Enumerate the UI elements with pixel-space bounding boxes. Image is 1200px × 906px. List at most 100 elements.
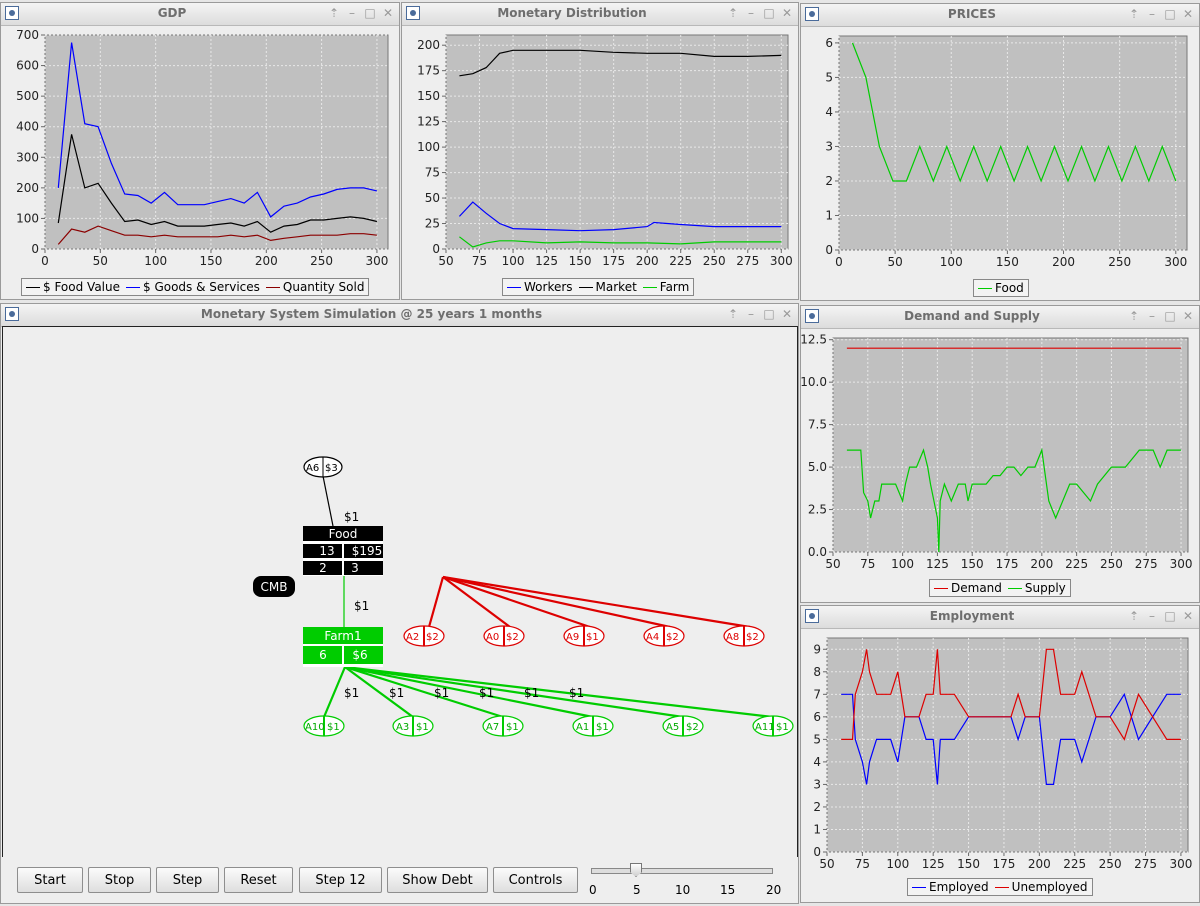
minimize-icon[interactable]: – xyxy=(1149,609,1155,623)
close-icon[interactable]: ✕ xyxy=(382,6,394,20)
agent-red[interactable]: A0 $2 xyxy=(483,625,525,647)
x-tick-label: 200 xyxy=(636,254,659,268)
farm-node[interactable]: Farm1 6 $6 xyxy=(303,627,383,667)
x-tick-label: 175 xyxy=(602,254,625,268)
slider-track[interactable] xyxy=(591,868,773,874)
agent-a6[interactable]: A6 $3 xyxy=(303,456,343,478)
y-tick-label: 600 xyxy=(16,59,39,73)
minimize-icon[interactable]: – xyxy=(748,307,754,321)
wage-label: $1 xyxy=(389,686,404,700)
gdp-titlebar[interactable]: GDP ⇡ – □ ✕ xyxy=(1,3,399,26)
cmb-node[interactable]: CMB xyxy=(253,576,295,597)
food-node[interactable]: Food 13 $195 2 3 xyxy=(303,526,383,576)
legend-label: Farm xyxy=(659,280,690,294)
x-tick-label: 300 xyxy=(1164,255,1187,269)
show-debt-button[interactable]: Show Debt xyxy=(387,867,488,893)
pin-icon[interactable]: ⇡ xyxy=(328,6,340,20)
agent-green[interactable]: A3 $1 xyxy=(392,715,434,737)
minimize-icon[interactable]: – xyxy=(1149,7,1155,21)
x-tick-label: 225 xyxy=(669,254,692,268)
y-tick-label: 2.5 xyxy=(808,503,827,517)
speed-slider[interactable]: 0 5 10 15 20 xyxy=(589,863,781,899)
svg-text:$2: $2 xyxy=(686,722,699,733)
agent-red[interactable]: A2 $2 xyxy=(403,625,445,647)
money-window: Monetary Distribution ⇡ – □ ✕ 50 75 100 125 150… xyxy=(401,2,799,300)
close-icon[interactable]: ✕ xyxy=(1182,309,1194,323)
window-title: Monetary System Simulation @ 25 years 1 … xyxy=(200,307,543,321)
x-tick-label: 100 xyxy=(886,857,909,871)
slider-thumb[interactable] xyxy=(630,863,642,877)
maximize-icon[interactable]: □ xyxy=(364,6,376,20)
legend-swatch xyxy=(1007,587,1022,589)
maximize-icon[interactable]: □ xyxy=(763,307,775,321)
x-tick-label: 225 xyxy=(1065,557,1088,571)
y-tick-label: 10.0 xyxy=(801,375,827,389)
pin-icon[interactable]: ⇡ xyxy=(727,307,739,321)
farm-title: Farm1 xyxy=(324,629,361,643)
agent-green[interactable]: A1 $1 xyxy=(572,715,614,737)
minimize-icon[interactable]: – xyxy=(349,6,355,20)
money-titlebar[interactable]: Monetary Distribution ⇡ – □ ✕ xyxy=(402,3,798,26)
agent-red[interactable]: A9 $1 xyxy=(563,625,605,647)
simulation-window: Monetary System Simulation @ 25 years 1 … xyxy=(0,303,799,904)
y-tick-label: 2 xyxy=(813,800,821,814)
pin-icon[interactable]: ⇡ xyxy=(1128,7,1140,21)
agent-green[interactable]: A11 $1 xyxy=(752,715,794,737)
svg-text:A8: A8 xyxy=(726,632,739,643)
simulation-canvas[interactable]: $1 $1 $1 $1 $1 $1 xyxy=(2,326,798,860)
pin-icon[interactable]: ⇡ xyxy=(1128,309,1140,323)
agent-red[interactable]: A8 $2 xyxy=(723,625,765,647)
svg-text:A5: A5 xyxy=(666,722,679,733)
series-line xyxy=(57,134,378,233)
window-title: Monetary Distribution xyxy=(497,6,647,20)
agent-green[interactable]: A10 $1 xyxy=(303,715,345,737)
x-tick-label: 250 xyxy=(1100,557,1123,571)
food-c1: 2 xyxy=(319,561,327,575)
step-12-button[interactable]: Step 12 xyxy=(299,867,382,893)
close-icon[interactable]: ✕ xyxy=(1182,7,1194,21)
simulation-titlebar[interactable]: Monetary System Simulation @ 25 years 1 … xyxy=(1,304,798,327)
java-app-icon xyxy=(5,307,19,321)
stop-button[interactable]: Stop xyxy=(88,867,151,893)
prices-titlebar[interactable]: PRICES ⇡ – □ ✕ xyxy=(801,4,1199,27)
maximize-icon[interactable]: □ xyxy=(1164,7,1176,21)
reset-button[interactable]: Reset xyxy=(224,867,293,893)
x-tick-label: 100 xyxy=(940,255,963,269)
agent-red[interactable]: A4 $2 xyxy=(643,625,685,647)
svg-text:A11: A11 xyxy=(755,722,775,733)
legend-item: $ Goods & Services xyxy=(126,280,260,294)
simulation-graph[interactable]: $1 $1 $1 $1 $1 $1 xyxy=(3,327,797,859)
minimize-icon[interactable]: – xyxy=(1149,309,1155,323)
agent-green[interactable]: A7 $1 xyxy=(482,715,524,737)
pin-icon[interactable]: ⇡ xyxy=(1128,609,1140,623)
legend-item: Market xyxy=(578,280,637,294)
demand-supply-titlebar[interactable]: Demand and Supply ⇡ – □ ✕ xyxy=(801,306,1199,329)
window-title: Demand and Supply xyxy=(904,309,1040,323)
start-button[interactable]: Start xyxy=(17,867,83,893)
maximize-icon[interactable]: □ xyxy=(1164,309,1176,323)
x-tick-label: 150 xyxy=(957,857,980,871)
agent-green[interactable]: A5 $2 xyxy=(662,715,704,737)
y-tick-label: 3 xyxy=(825,139,833,153)
close-icon[interactable]: ✕ xyxy=(781,6,793,20)
maximize-icon[interactable]: □ xyxy=(763,6,775,20)
y-tick-label: 7.5 xyxy=(808,418,827,432)
legend-swatch xyxy=(978,287,992,289)
x-tick-label: 275 xyxy=(1135,557,1158,571)
svg-text:A0: A0 xyxy=(486,632,499,643)
svg-text:A6: A6 xyxy=(306,463,319,474)
pin-icon[interactable]: ⇡ xyxy=(727,6,739,20)
legend-swatch xyxy=(934,587,948,589)
y-tick-label: 2 xyxy=(825,174,833,188)
close-icon[interactable]: ✕ xyxy=(1182,609,1194,623)
demand-supply-window: Demand and Supply ⇡ – □ ✕ 50 75 100 125 150 175 2… xyxy=(800,305,1200,603)
x-tick-label: 250 xyxy=(310,254,333,268)
employment-titlebar[interactable]: Employment ⇡ – □ ✕ xyxy=(801,606,1199,629)
minimize-icon[interactable]: – xyxy=(748,6,754,20)
legend-label: Demand xyxy=(951,581,1002,595)
series-line xyxy=(851,42,1177,183)
controls-button[interactable]: Controls xyxy=(493,867,578,893)
step-button[interactable]: Step xyxy=(156,867,219,893)
close-icon[interactable]: ✕ xyxy=(781,307,793,321)
maximize-icon[interactable]: □ xyxy=(1164,609,1176,623)
